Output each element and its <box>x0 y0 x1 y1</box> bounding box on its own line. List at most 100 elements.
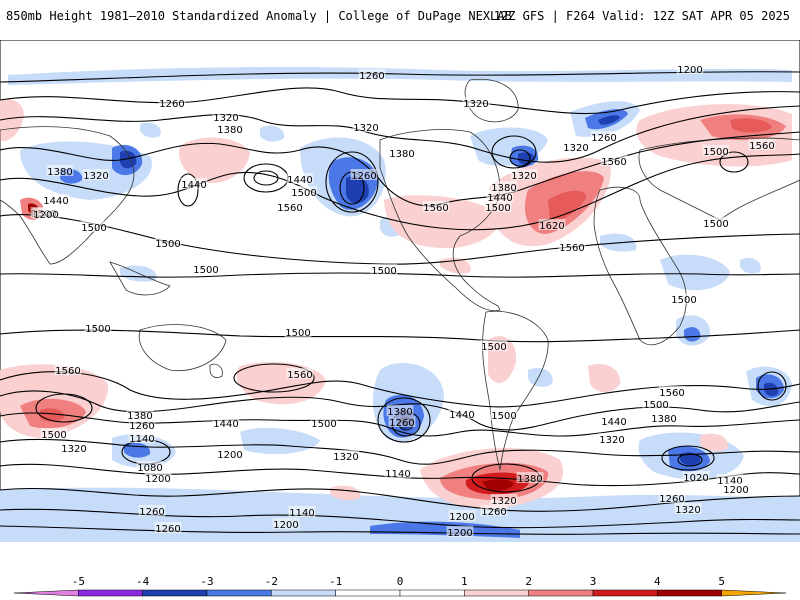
coastlines <box>0 78 800 471</box>
contour-label: 1440 <box>601 417 626 428</box>
height-contours <box>0 71 800 535</box>
contour-label-bg <box>288 506 316 517</box>
contour-label-bg <box>422 201 450 212</box>
colorbar-tick-label: 4 <box>654 575 661 588</box>
contour-label-bg <box>290 186 318 197</box>
contour-label: 1200 <box>145 474 170 485</box>
colorbar-segment-pos3 <box>592 589 658 597</box>
contour-label: 1500 <box>285 328 310 339</box>
contour-label: 1380 <box>517 474 542 485</box>
contour-label: 1320 <box>563 143 588 154</box>
contour-label: 1260 <box>129 421 154 432</box>
contour-label: 1260 <box>389 418 414 429</box>
contour-label-bg <box>388 416 416 427</box>
contour-label: 1320 <box>353 123 378 134</box>
contour-label: 1320 <box>83 171 108 182</box>
colorbar-segment-neg4 <box>78 589 143 597</box>
contour-label: 1020 <box>683 473 708 484</box>
contour-label-bg <box>40 428 68 439</box>
contour-label-bg <box>670 293 698 304</box>
contour-label-bg <box>32 208 60 219</box>
contour-label-bg <box>480 340 508 351</box>
contour-label-bg <box>46 165 74 176</box>
colorbar-segment-zero <box>399 589 465 597</box>
contour-label-bg <box>350 169 378 180</box>
contour-label: 1560 <box>277 203 302 214</box>
contour-label-bg <box>600 155 628 166</box>
contour-label: 1560 <box>423 203 448 214</box>
contour-label-bg <box>126 409 154 420</box>
contour-label-bg <box>598 433 626 444</box>
contour-label: 1200 <box>449 512 474 523</box>
contour-label: 1260 <box>591 133 616 144</box>
colorbar-tick-label: -3 <box>200 575 213 588</box>
contour-label: 1440 <box>213 419 238 430</box>
contour-label-bg <box>538 219 566 230</box>
contour-label-bg <box>516 472 544 483</box>
contour-label: 1260 <box>481 507 506 518</box>
contour-label-bg <box>154 522 182 533</box>
colorbar-tick-label: -1 <box>329 575 342 588</box>
contour-label: 1560 <box>287 370 312 381</box>
contour-label: 1560 <box>659 388 684 399</box>
contour-label: 1200 <box>33 210 58 221</box>
contour-label-bg <box>82 169 110 180</box>
contour-label-bg <box>702 145 730 156</box>
contour-label: 1080 <box>137 463 162 474</box>
colorbar-segment-pos1 <box>464 589 529 597</box>
contour-label-bg <box>154 237 182 248</box>
contour-label: 1320 <box>213 113 238 124</box>
contour-label-bg <box>276 201 304 212</box>
header-bar: 850mb Height 1981–2010 Standardized Anom… <box>0 0 800 32</box>
contour-label-bg <box>158 97 186 108</box>
contour-label: 1140 <box>717 476 742 487</box>
contour-label-bg <box>192 263 220 274</box>
colorbar-tick-label: -5 <box>72 575 85 588</box>
colorbar-segment-zero <box>335 589 401 597</box>
contour-label-bg <box>216 123 244 134</box>
contour-label: 1440 <box>449 410 474 421</box>
contour-label-bg <box>144 472 172 483</box>
contour-label-bg <box>284 326 312 337</box>
contour-label: 1380 <box>651 414 676 425</box>
contour-label: 1500 <box>41 430 66 441</box>
contour-label-bg <box>310 417 338 428</box>
contour-label: 1320 <box>61 444 86 455</box>
contour-label: 1140 <box>385 469 410 480</box>
contour-label-bg <box>748 139 776 150</box>
contour-label-bg <box>682 471 710 482</box>
contour-label: 1140 <box>289 508 314 519</box>
contour-label: 1200 <box>677 65 702 76</box>
contour-label-bg <box>272 518 300 529</box>
contour-label-bg <box>286 368 314 379</box>
contour-label-bg <box>128 432 156 443</box>
contour-label-bg <box>332 450 360 461</box>
contour-label: 1200 <box>723 485 748 496</box>
contour-label: 1500 <box>485 203 510 214</box>
colorbar-tick-label: 2 <box>525 575 532 588</box>
contour-label: 1320 <box>491 496 516 507</box>
contour-label-bg <box>136 461 164 472</box>
contour-label: 1620 <box>539 221 564 232</box>
contour-label-bg <box>42 194 70 205</box>
contour-label-bg <box>54 364 82 375</box>
contour-label-bg <box>674 503 702 514</box>
contour-label: 1200 <box>273 520 298 531</box>
contour-label-bg <box>80 221 108 232</box>
contour-label-bg <box>490 494 518 505</box>
contour-label-bg <box>558 241 586 252</box>
contour-label-bg <box>676 63 704 74</box>
model-valid-time: 12Z GFS | F264 Valid: 12Z SAT APR 05 202… <box>493 9 790 23</box>
contour-label: 1500 <box>703 147 728 158</box>
contour-label-bg <box>486 191 514 202</box>
colorbar-tick-label: 0 <box>397 575 404 588</box>
colorbar-segment-pos5 <box>721 589 787 597</box>
contour-label: 1380 <box>217 125 242 136</box>
contour-label: 1320 <box>675 505 700 516</box>
contour-label: 1380 <box>47 167 72 178</box>
color-scale-bar: -5 -4 -3 -2 -1 0 1 2 3 4 5 <box>13 575 787 597</box>
colorbar-tick-label: -2 <box>265 575 278 588</box>
contour-label-bg <box>138 505 166 516</box>
contour-label-bg <box>658 492 686 503</box>
